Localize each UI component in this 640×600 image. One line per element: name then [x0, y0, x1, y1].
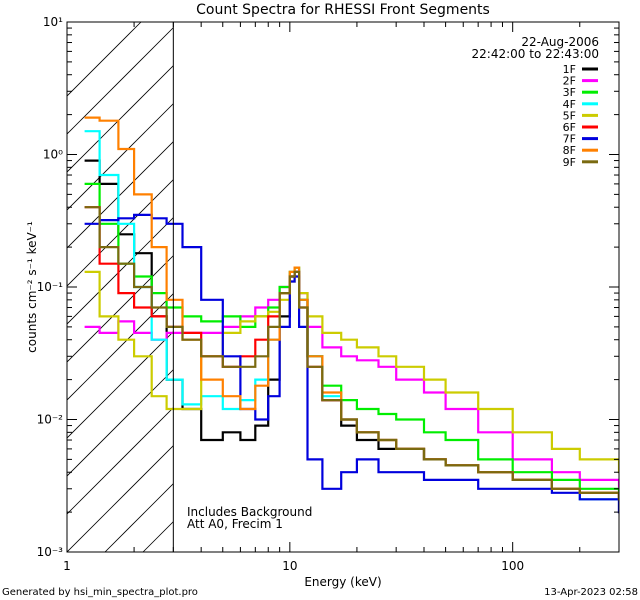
- y-tick-label: 10¹: [43, 15, 63, 29]
- series-9F-line: [84, 206, 619, 501]
- y-tick-label: 10⁻¹: [37, 280, 64, 294]
- series-7F-line: [84, 213, 619, 514]
- axes: 1 10 100 10⁻³ 10⁻² 10⁻¹ 10⁰ 10¹: [37, 15, 620, 573]
- legend-label-8F: 8F: [563, 144, 576, 157]
- x-tick-label: 1: [63, 559, 71, 573]
- hatch-line: [67, 22, 256, 211]
- footer-timestamp: 13-Apr-2023 02:58: [544, 587, 638, 598]
- x-axis-label: Energy (keV): [304, 575, 381, 589]
- legend-label-7F: 7F: [563, 133, 576, 146]
- chart-title: Count Spectra for RHESSI Front Segments: [196, 2, 490, 18]
- annotation-background: Includes Background: [187, 505, 312, 519]
- legend-label-2F: 2F: [563, 75, 576, 88]
- y-tick-label: 10⁰: [43, 148, 63, 162]
- time-range-label: 22:42:00 to 22:43:00: [472, 47, 599, 61]
- legend-label-6F: 6F: [563, 121, 576, 134]
- x-tick-label: 100: [501, 559, 524, 573]
- footer-generated-by: Generated by hsi_min_spectra_plot.pro: [2, 587, 198, 598]
- series-layer: [84, 116, 619, 514]
- annotation-attenuator: Att A0, Frecim 1: [187, 517, 283, 531]
- date-label: 22-Aug-2006: [521, 35, 599, 49]
- legend-label-3F: 3F: [563, 86, 576, 99]
- x-tick-label: 10: [282, 559, 297, 573]
- y-tick-label: 10⁻³: [37, 545, 64, 559]
- hatch-mask: [173, 22, 619, 552]
- low-energy-hatch-region: [67, 22, 619, 552]
- legend-label-1F: 1F: [563, 63, 576, 76]
- hatch-line: [67, 22, 180, 135]
- y-tick-label: 10⁻²: [37, 413, 64, 427]
- legend-label-9F: 9F: [563, 156, 576, 169]
- legend-label-5F: 5F: [563, 109, 576, 122]
- legend-label-4F: 4F: [563, 98, 576, 111]
- y-axis-label: counts cm⁻² s⁻¹ keV⁻¹: [25, 221, 39, 353]
- hatch-line: [67, 22, 218, 173]
